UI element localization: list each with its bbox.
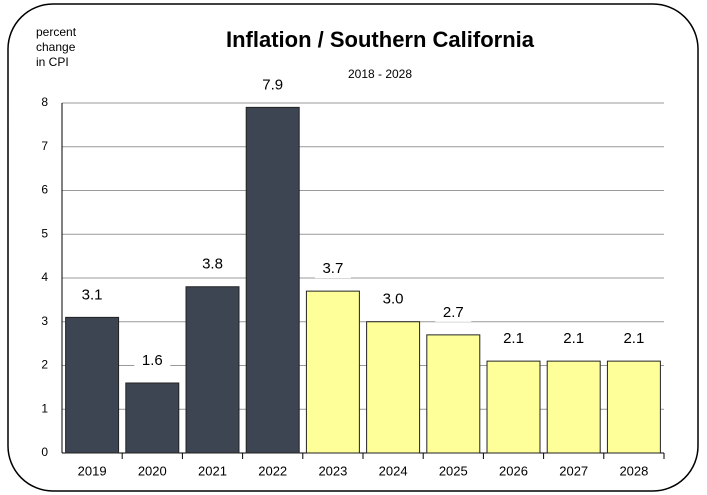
x-tick-label: 2025 — [439, 463, 468, 478]
value-label: 3.1 — [82, 286, 103, 303]
bar — [546, 360, 601, 454]
bar — [185, 286, 240, 454]
y-tick-label: 3 — [41, 314, 48, 328]
chart-title: Inflation / Southern California — [226, 27, 535, 52]
value-label-bg — [495, 330, 532, 349]
bar — [606, 360, 661, 454]
bar — [305, 290, 360, 454]
value-label-bg — [375, 290, 412, 309]
y-tick-label: 4 — [41, 270, 48, 284]
value-label: 2.7 — [443, 304, 464, 321]
x-tick-label: 2024 — [379, 463, 408, 478]
x-tick-label: 2023 — [318, 463, 347, 478]
value-label: 3.7 — [322, 260, 343, 277]
y-axis-label: change — [36, 40, 76, 54]
x-tick-label: 2021 — [198, 463, 227, 478]
x-tick-label: 2020 — [138, 463, 167, 478]
value-label: 7.9 — [262, 76, 283, 93]
value-label-bg — [435, 303, 472, 322]
x-tick-label: 2026 — [499, 463, 528, 478]
value-label-bg — [254, 76, 291, 95]
value-label-bg — [314, 260, 351, 279]
y-axis-label: in CPI — [36, 55, 69, 69]
value-label: 3.8 — [202, 256, 223, 273]
y-tick-label: 0 — [41, 445, 48, 459]
y-tick-label: 8 — [41, 95, 48, 109]
value-label-bg — [555, 330, 592, 349]
x-tick-label: 2019 — [78, 463, 107, 478]
bar — [486, 360, 541, 454]
value-label-bg — [74, 286, 111, 305]
y-tick-label: 1 — [41, 401, 48, 415]
y-tick-label: 5 — [41, 226, 48, 240]
y-axis-label: percent — [36, 25, 77, 39]
bar — [125, 382, 180, 454]
value-label-bg — [615, 330, 652, 349]
bar — [245, 106, 300, 454]
value-label-bg — [134, 352, 171, 370]
x-tick-label: 2022 — [258, 463, 287, 478]
y-tick-label: 6 — [41, 183, 48, 197]
x-tick-label: 2028 — [619, 463, 648, 478]
value-label: 2.1 — [623, 330, 644, 347]
bar — [366, 321, 421, 454]
bar — [65, 316, 120, 454]
value-label: 1.6 — [142, 352, 163, 369]
value-label-bg — [194, 255, 231, 274]
value-label: 3.0 — [383, 291, 404, 308]
value-label: 2.1 — [503, 330, 524, 347]
y-tick-label: 7 — [41, 139, 48, 153]
chart-subtitle: 2018 - 2028 — [348, 67, 412, 81]
y-tick-label: 2 — [41, 358, 48, 372]
bar — [426, 334, 481, 454]
x-tick-label: 2027 — [559, 463, 588, 478]
value-label: 2.1 — [563, 330, 584, 347]
